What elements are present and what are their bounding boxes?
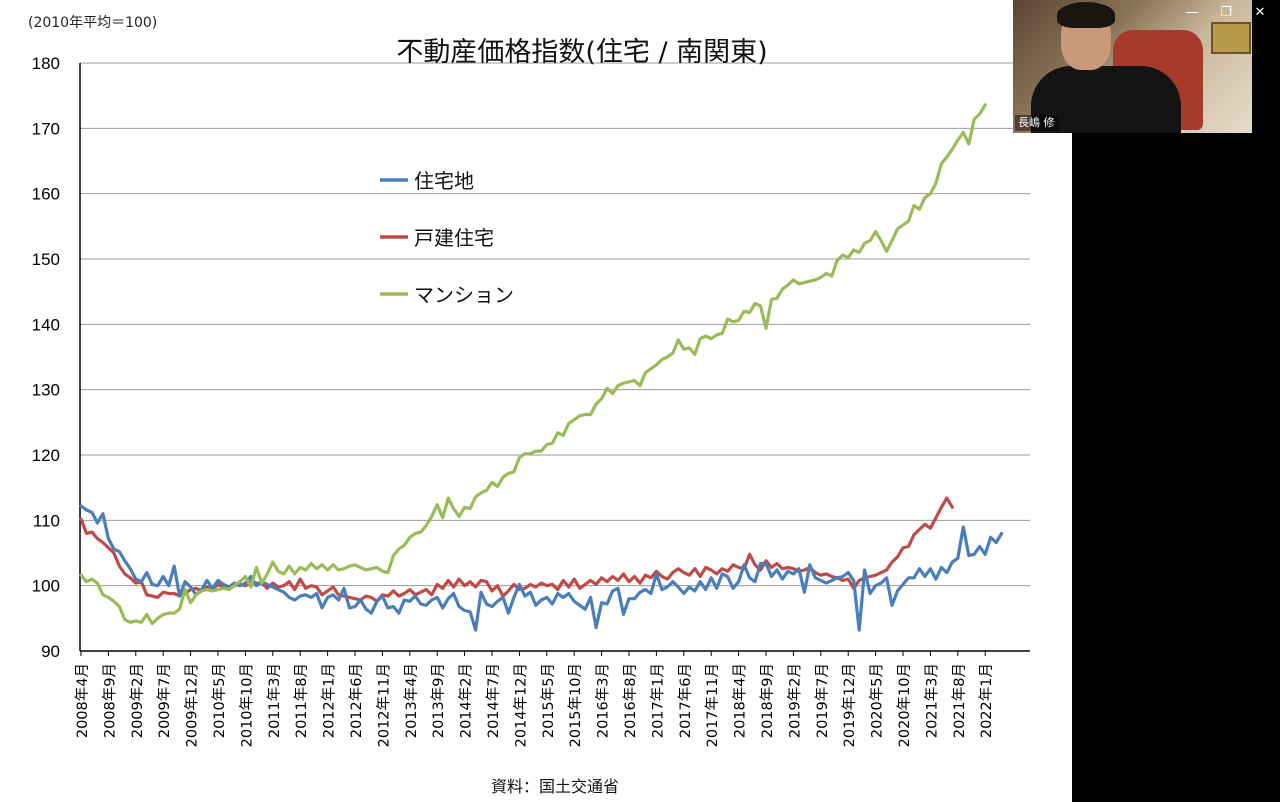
x-tick-label: 2021年8月 xyxy=(951,663,968,738)
x-tick-label: 2012年6月 xyxy=(348,663,365,738)
legend-label: マンション xyxy=(414,283,514,307)
x-tick-label: 2019年12月 xyxy=(841,663,858,747)
x-tick-label: 2019年7月 xyxy=(814,663,831,738)
unit-note: (2010年平均＝100) xyxy=(28,15,157,31)
y-tick-label: 170 xyxy=(32,119,60,138)
x-tick-label: 2019年2月 xyxy=(786,663,803,738)
x-tick-label: 2016年8月 xyxy=(622,663,639,738)
y-tick-label: 150 xyxy=(32,250,60,269)
x-axis-ticks: 2008年4月 2008年9月 2009年2月 2009年7月 2009年12月 2010… xyxy=(74,651,995,747)
chart-title: 不動産価格指数(住宅 / 南関東) xyxy=(396,37,767,68)
y-tick-label: 140 xyxy=(32,315,60,334)
x-tick-label: 2020年5月 xyxy=(869,663,886,738)
x-tick-label: 2010年5月 xyxy=(211,663,228,738)
series-line-2 xyxy=(79,103,987,626)
presentation-slide: 90 100 110 120 130 140 150 160 170 180 2008年4月 200… xyxy=(0,0,1072,802)
x-tick-label: 2008年9月 xyxy=(101,663,118,738)
wall-picture xyxy=(1211,22,1251,54)
x-tick-label: 2018年4月 xyxy=(732,663,749,738)
x-tick-label: 2012年1月 xyxy=(321,663,338,738)
y-tick-label: 100 xyxy=(32,577,60,596)
grid-lines xyxy=(79,62,1030,652)
close-button[interactable]: ✕ xyxy=(1254,4,1266,20)
x-tick-label: 2020年10月 xyxy=(896,663,913,747)
series-lines xyxy=(79,103,1004,632)
x-tick-label: 2013年9月 xyxy=(430,663,447,738)
x-tick-label: 2014年12月 xyxy=(512,663,529,747)
participant-video[interactable] xyxy=(1013,0,1252,133)
y-tick-label: 120 xyxy=(32,446,60,465)
x-tick-label: 2021年3月 xyxy=(923,663,940,738)
x-tick-label: 2018年9月 xyxy=(759,663,776,738)
y-tick-label: 90 xyxy=(41,642,60,661)
person-hair xyxy=(1057,2,1115,28)
series-line-0 xyxy=(79,504,1004,632)
restore-button[interactable]: ❐ xyxy=(1220,4,1232,20)
x-tick-label: 2011年3月 xyxy=(266,663,283,738)
minimize-button[interactable]: — xyxy=(1185,4,1199,20)
x-tick-label: 2014年2月 xyxy=(458,663,475,738)
x-tick-label: 2015年10月 xyxy=(567,663,584,747)
person-body xyxy=(1031,66,1181,133)
x-tick-label: 2017年1月 xyxy=(649,663,666,738)
y-tick-label: 130 xyxy=(32,381,60,400)
x-tick-label: 2014年7月 xyxy=(485,663,502,738)
x-tick-label: 2016年3月 xyxy=(595,663,612,738)
y-tick-label: 110 xyxy=(33,511,60,530)
x-tick-label: 2010年10月 xyxy=(238,663,255,747)
x-tick-label: 2009年12月 xyxy=(184,663,201,747)
participant-name-label: 長嶋 修 xyxy=(1015,115,1058,131)
x-tick-label: 2022年1月 xyxy=(978,663,995,738)
x-tick-label: 2011年8月 xyxy=(293,663,310,738)
x-tick-label: 2017年11月 xyxy=(704,663,721,747)
legend-label: 戸建住宅 xyxy=(414,226,494,250)
x-tick-label: 2008年4月 xyxy=(74,663,91,738)
y-axis-ticks: 90 100 110 120 130 140 150 160 170 180 xyxy=(32,54,60,661)
x-tick-label: 2009年2月 xyxy=(129,663,146,738)
y-tick-label: 180 xyxy=(32,54,60,73)
x-tick-label: 2015年5月 xyxy=(540,663,557,738)
y-tick-label: 160 xyxy=(32,185,60,204)
legend-label: 住宅地 xyxy=(414,169,474,193)
x-tick-label: 2013年4月 xyxy=(403,663,420,738)
x-tick-label: 2009年7月 xyxy=(156,663,173,738)
x-tick-label: 2017年6月 xyxy=(677,663,694,738)
x-tick-label: 2012年11月 xyxy=(375,663,392,747)
source-note: 資料：国土交通省 xyxy=(491,777,619,796)
